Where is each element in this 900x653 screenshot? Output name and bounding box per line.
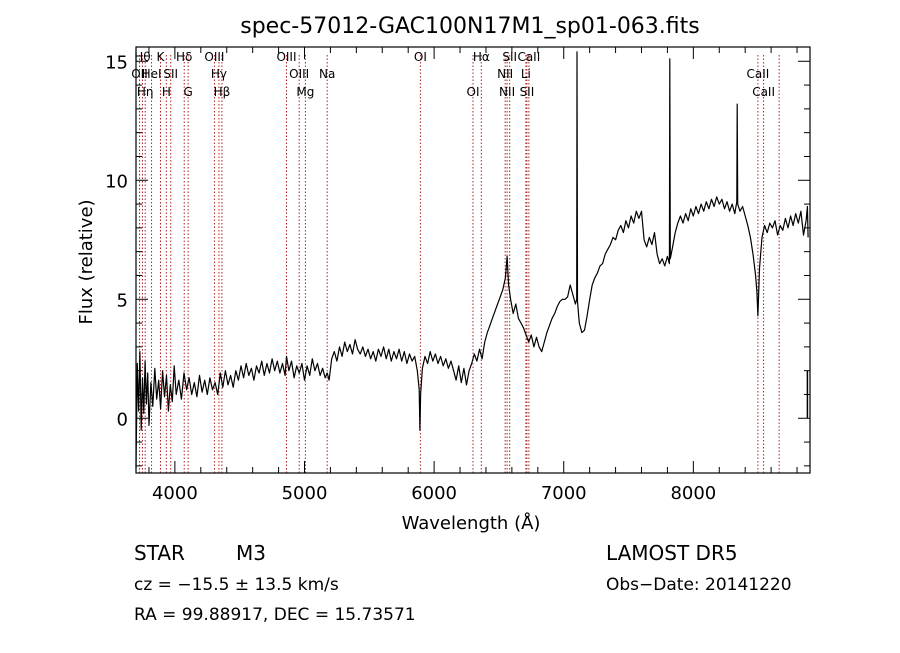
reference-line-label: Mg: [296, 85, 314, 99]
reference-line-label: OIII: [276, 50, 296, 64]
x-axis-ticks: 4000 5000 6000 7000 8000: [148, 47, 798, 504]
reference-line-labels: OII Hθ Hη HeI K H SII Hδ G OIII Hγ Hβ OIII OIII Mg Na OI…: [131, 50, 775, 99]
y-tick-label: 5: [117, 290, 128, 311]
x-tick-label: 6000: [411, 483, 457, 504]
coordinates: RA = 99.88917, DEC = 15.73571: [134, 605, 416, 625]
reference-line-label: OII: [131, 67, 148, 81]
reference-line-label: NII: [499, 85, 515, 99]
reference-line-label: Na: [319, 67, 335, 81]
y-tick-label: 0: [117, 409, 128, 430]
reference-line-label: Hα: [473, 50, 490, 64]
object-subclass: M3: [236, 541, 266, 565]
reference-line-label: SII: [502, 50, 517, 64]
x-tick-label: 5000: [282, 483, 328, 504]
reference-line-label: G: [183, 85, 192, 99]
y-tick-label: 10: [105, 171, 128, 192]
obs-date: Obs−Date: 20141220: [606, 575, 792, 595]
y-axis-title: Flux (relative): [76, 199, 97, 324]
spectrum-series: [135, 51, 809, 469]
reference-line-label: Li: [521, 67, 531, 81]
reference-line-label: Hγ: [211, 67, 227, 81]
y-tick-label: 15: [105, 52, 128, 73]
plot-frame: [135, 46, 811, 474]
reference-line-label: Hη: [137, 85, 154, 99]
reference-line-label: OI: [414, 50, 427, 64]
spectrum-line: [135, 51, 809, 469]
x-tick-label: 4000: [152, 483, 198, 504]
survey-name: LAMOST DR5: [606, 541, 738, 565]
reference-line-label: H: [162, 85, 171, 99]
chart-title: spec-57012-GAC100N17M1_sp01-063.fits: [240, 14, 700, 39]
x-axis-title: Wavelength (Å): [402, 512, 541, 534]
reference-line-label: SII: [520, 85, 535, 99]
x-tick-label: 8000: [670, 483, 716, 504]
reference-line-label: HeI: [142, 67, 162, 81]
reference-line-label: CaII: [746, 67, 769, 81]
y-axis-ticks: 0 5 10 15: [105, 52, 810, 467]
object-class: STAR: [134, 541, 185, 565]
reference-line-label: Hβ: [214, 85, 231, 99]
reference-line-label: OIII: [289, 67, 309, 81]
reference-line-label: Hθ: [134, 50, 150, 64]
reference-line-label: OI: [467, 85, 480, 99]
reference-lines: [138, 55, 780, 473]
reference-line-label: SII: [163, 67, 178, 81]
reference-line-label: CaII: [752, 85, 775, 99]
reference-line-label: OIII: [204, 50, 224, 64]
x-tick-label: 7000: [541, 483, 587, 504]
redshift-text: cz = −15.5 ± 13.5 km/s: [134, 575, 339, 595]
reference-line-label: K: [157, 50, 166, 64]
reference-line-label: NII: [497, 67, 513, 81]
reference-line-label: CaII: [517, 50, 540, 64]
reference-line-label: Hδ: [176, 50, 192, 64]
